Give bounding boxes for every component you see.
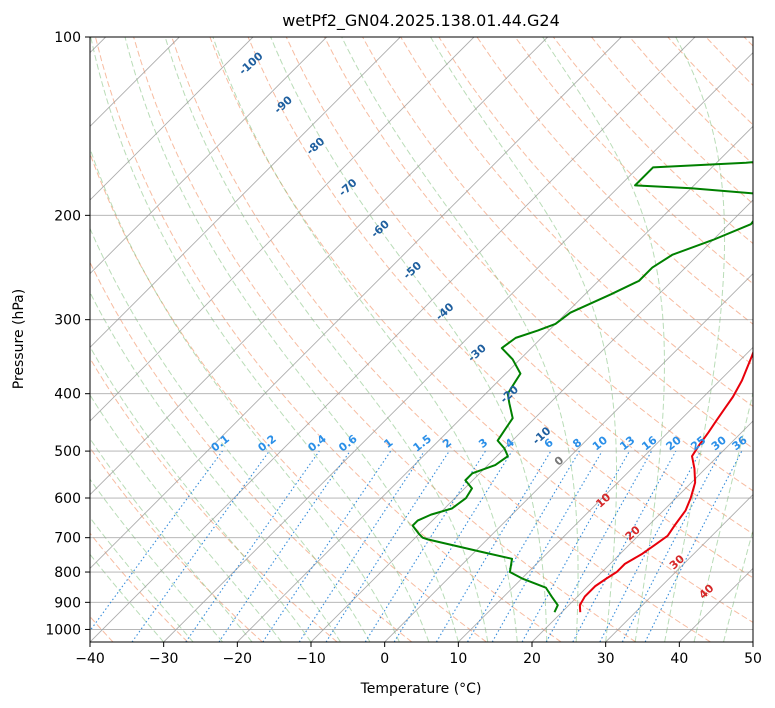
mixing-ratio-line — [644, 450, 743, 642]
moist-adiabat-line — [90, 291, 341, 642]
isotherm-line — [531, 420, 753, 642]
dry-adiabat-line — [285, 37, 753, 535]
moist-adiabat-line — [90, 437, 253, 642]
dry-adiabat-line — [209, 37, 753, 624]
dry-adiabat-line — [90, 357, 338, 642]
dewpoint-profile-line — [411, 161, 753, 613]
dry-adiabat-line — [90, 532, 189, 642]
x-tick-label: 10 — [449, 651, 467, 667]
isotherm-line — [90, 37, 696, 642]
isotherm-line — [458, 346, 753, 642]
y-tick-label: 800 — [54, 565, 81, 581]
isotherm-line — [605, 494, 753, 642]
mixing-ratio-line — [572, 450, 677, 642]
moist-adiabat-line — [90, 516, 194, 642]
isotherm-line — [237, 125, 753, 642]
x-tick-label: 30 — [597, 651, 615, 667]
isotherm-line — [310, 199, 753, 642]
y-tick-label: 500 — [54, 444, 81, 460]
y-axis-label: Pressure (hPa) — [11, 289, 27, 389]
y-tick-label: 1000 — [45, 622, 81, 638]
dry-adiabat-line — [247, 37, 753, 579]
moist-adiabat-line — [542, 37, 665, 642]
moist-adiabat-line — [124, 37, 459, 642]
isotherm-line — [90, 37, 401, 348]
isotherm-line — [384, 273, 753, 642]
isotherm-line — [163, 52, 753, 642]
mixing-ratio-line — [218, 450, 351, 642]
y-tick-label: 600 — [54, 491, 81, 507]
moist-adiabat-line — [90, 478, 223, 642]
isotherm-line — [90, 37, 622, 569]
temperature-profile-line — [578, 350, 753, 613]
dry-adiabat-line — [400, 37, 753, 408]
plot-frame — [89, 36, 754, 643]
moist-adiabat-line — [90, 394, 282, 642]
chart-title: wetPf2_GN04.2025.138.01.44.G24 — [282, 11, 560, 31]
x-tick-label: −20 — [223, 651, 253, 667]
x-tick-label: 50 — [744, 651, 762, 667]
x-tick-label: 40 — [670, 651, 688, 667]
mixing-ratio-line — [521, 450, 630, 642]
mixing-ratio-line — [131, 450, 270, 642]
y-tick-label: 200 — [54, 208, 81, 224]
mixing-ratio-line — [90, 450, 223, 632]
moist-adiabat-line — [90, 345, 312, 642]
y-tick-label: 700 — [54, 531, 81, 547]
dry-adiabat-line — [514, 37, 753, 285]
isotherm-line — [90, 37, 254, 201]
x-tick-label: 0 — [380, 651, 389, 667]
x-tick-label: −40 — [75, 651, 105, 667]
moist-adiabat-line — [90, 227, 371, 642]
moist-adiabat-line — [212, 37, 518, 642]
isotherm-line — [90, 37, 548, 496]
y-tick-label: 100 — [54, 30, 81, 46]
x-tick-label: −10 — [296, 651, 326, 667]
dry-adiabat-line — [438, 37, 753, 366]
isotherm-line — [90, 37, 327, 275]
y-tick-label: 300 — [54, 313, 81, 329]
dry-adiabat-line — [90, 152, 487, 642]
x-tick-label: 20 — [523, 651, 541, 667]
dry-adiabat-line — [171, 37, 711, 642]
mixing-ratio-line — [545, 450, 653, 642]
mixing-ratio-line — [393, 450, 513, 642]
mixing-ratio-line — [185, 450, 320, 642]
dry-adiabat-line — [90, 446, 263, 642]
mixing-ratio-line — [325, 450, 450, 642]
x-tick-label: −30 — [149, 651, 179, 667]
moist-adiabat-line — [430, 37, 618, 642]
moist-adiabat-line — [90, 553, 165, 642]
mixing-ratio-line — [262, 450, 392, 642]
dry-adiabat-line — [94, 37, 562, 642]
x-axis-label: Temperature (°C) — [360, 681, 482, 697]
moist-adiabat-line — [90, 37, 430, 642]
mixing-ratio-line — [298, 450, 425, 642]
y-tick-label: 900 — [54, 595, 81, 611]
moist-adiabat-line — [164, 37, 489, 642]
y-tick-label: 400 — [54, 387, 81, 403]
moist-adiabat-line — [341, 37, 579, 642]
moist-adiabat-line — [90, 147, 400, 642]
isotherm-line — [90, 37, 475, 422]
